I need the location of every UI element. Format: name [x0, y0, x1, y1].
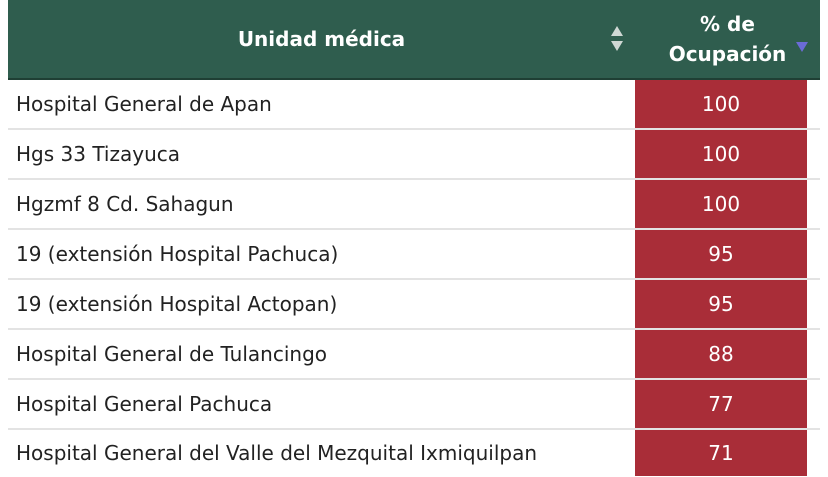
table-row: Hospital General de Tulancingo 88	[8, 330, 820, 380]
column-header-label-line2: Ocupación	[668, 42, 787, 66]
row-spacer	[807, 280, 820, 328]
unit-cell: Hgs 33 Tizayuca	[16, 142, 180, 166]
occupancy-cell: 77	[635, 380, 807, 428]
row-spacer	[807, 380, 820, 428]
table-row: 19 (extensión Hospital Actopan) 95	[8, 280, 820, 330]
unit-cell: 19 (extensión Hospital Actopan)	[16, 292, 338, 316]
occupancy-cell: 88	[635, 330, 807, 378]
table-row: Hospital General del Valle del Mezquital…	[8, 430, 820, 476]
occupancy-cell: 100	[635, 80, 807, 128]
occupancy-table: Unidad médica % de Ocupación Hospital Ge…	[8, 0, 820, 476]
unit-cell: Hospital General de Tulancingo	[16, 342, 327, 366]
unit-cell: Hospital General Pachuca	[16, 392, 273, 416]
unit-cell: Hospital General del Valle del Mezquital…	[16, 441, 538, 465]
row-spacer	[807, 230, 820, 278]
unit-cell: Hospital General de Apan	[16, 92, 272, 116]
table-row: Hgs 33 Tizayuca 100	[8, 130, 820, 180]
sort-desc-icon[interactable]	[794, 40, 810, 54]
row-spacer	[807, 180, 820, 228]
occupancy-cell: 95	[635, 230, 807, 278]
table-row: Hospital General de Apan 100	[8, 80, 820, 130]
occupancy-cell: 95	[635, 280, 807, 328]
table-header: Unidad médica % de Ocupación	[8, 0, 820, 80]
occupancy-cell: 100	[635, 130, 807, 178]
unit-cell: 19 (extensión Hospital Pachuca)	[16, 242, 339, 266]
column-header-label: Unidad médica	[237, 27, 406, 51]
row-spacer	[807, 430, 820, 476]
table-row: Hgzmf 8 Cd. Sahagun 100	[8, 180, 820, 230]
sort-both-icon[interactable]	[609, 24, 625, 54]
column-header-unidad-medica[interactable]: Unidad médica	[8, 0, 635, 78]
column-header-label-line1: % de	[700, 12, 755, 36]
occupancy-cell: 71	[635, 430, 807, 476]
row-spacer	[807, 80, 820, 128]
table-row: 19 (extensión Hospital Pachuca) 95	[8, 230, 820, 280]
row-spacer	[807, 130, 820, 178]
table-row: Hospital General Pachuca 77	[8, 380, 820, 430]
column-header-ocupacion[interactable]: % de Ocupación	[635, 0, 820, 78]
row-spacer	[807, 330, 820, 378]
unit-cell: Hgzmf 8 Cd. Sahagun	[16, 192, 234, 216]
occupancy-cell: 100	[635, 180, 807, 228]
